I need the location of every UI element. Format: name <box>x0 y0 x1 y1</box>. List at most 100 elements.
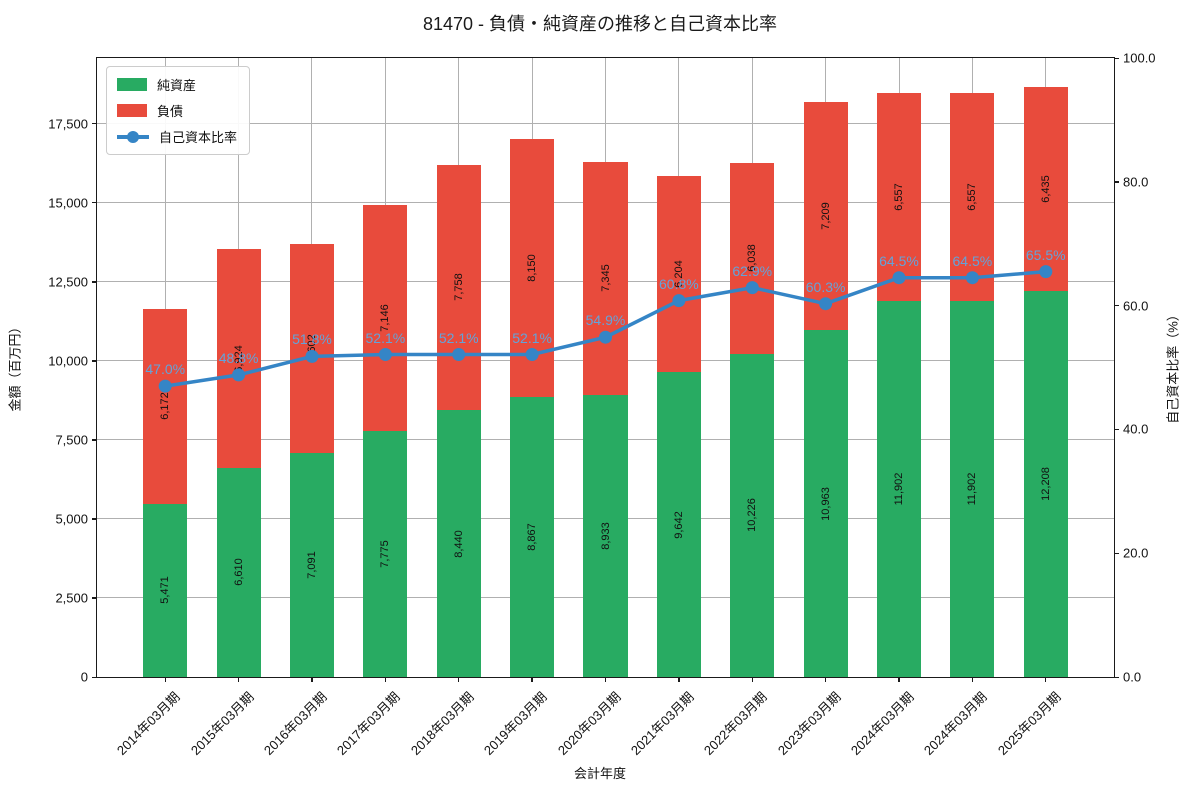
equity-ratio-value-label: 62.9% <box>732 262 773 279</box>
x-axis-tick <box>311 677 313 682</box>
y-tick-label-left: 12,500 <box>48 274 88 290</box>
x-axis-tick <box>751 677 753 682</box>
y-tick-label-right: 0.0 <box>1123 669 1142 685</box>
equity-ratio-value-label: 65.5% <box>1025 246 1066 263</box>
y-tick-label-left: 17,500 <box>48 116 88 132</box>
legend-label-liabilities: 負債 <box>157 104 184 119</box>
x-tick-label: 2023年03月期 <box>774 689 844 758</box>
liabilities-value-label: 8,150 <box>526 253 539 282</box>
bar-liabilities <box>1023 87 1068 291</box>
equity-ratio-line-icon <box>117 130 149 143</box>
bar-net-assets <box>510 396 555 677</box>
bar-net-assets <box>583 394 628 677</box>
x-tick-label: 2022年03月期 <box>701 689 770 758</box>
legend-label-net-assets: 純資産 <box>157 78 197 93</box>
net-assets-value-label: 11,902 <box>966 472 979 506</box>
y-tick-label-left: 15,000 <box>48 195 88 211</box>
y-tick-label-left: 0 <box>80 669 88 685</box>
equity-ratio-value-label: 48.8% <box>218 349 259 366</box>
net-assets-value-label: 8,440 <box>452 529 465 558</box>
net-assets-value-label: 8,933 <box>599 521 612 550</box>
net-assets-value-label: 9,642 <box>672 510 685 539</box>
plot-area: 純資産 負債 自己資本比率 0 2,500 5,000 7,500 10,000 12,5… <box>48 51 1155 758</box>
y-tick-label-left: 5,000 <box>55 511 88 527</box>
x-axis-tick <box>678 677 680 682</box>
left-axis-tick <box>92 439 97 441</box>
x-tick-label: 2018年03月期 <box>407 689 477 758</box>
equity-ratio-value-label: 51.8% <box>292 331 332 348</box>
y-tick-label-left: 10,000 <box>48 353 88 369</box>
bar-liabilities <box>950 93 995 301</box>
y-tick-label-right: 20.0 <box>1123 545 1149 561</box>
equity-ratio-value-label: 60.8% <box>659 275 699 292</box>
net-assets-value-label: 7,775 <box>379 540 392 568</box>
x-tick-label: 2025年03月期 <box>994 689 1064 758</box>
x-tick-label: 2017年03月期 <box>334 689 404 758</box>
equity-ratio-value-label: 47.0% <box>145 361 186 378</box>
bar-net-assets <box>363 431 408 677</box>
y-tick-label-right: 40.0 <box>1123 421 1149 437</box>
right-axis-tick <box>1114 552 1119 554</box>
left-axis-tick <box>92 676 97 678</box>
equity-ratio-value-label: 52.1% <box>512 329 552 346</box>
x-axis-tick <box>898 677 900 682</box>
liabilities-swatch-icon <box>117 104 147 117</box>
x-axis-tick <box>1045 677 1047 682</box>
x-axis-tick <box>824 677 827 682</box>
y-tick-label-right: 60.0 <box>1123 298 1149 314</box>
bar-liabilities <box>876 93 921 301</box>
y-tick-label-right: 80.0 <box>1123 174 1149 190</box>
legend-label-equity-ratio: 自己資本比率 <box>159 130 238 145</box>
legend-item-liabilities: 負債 <box>117 101 237 120</box>
net-assets-value-label: 7,091 <box>305 551 318 579</box>
liabilities-value-label: 7,146 <box>379 304 392 332</box>
left-axis-tick <box>92 360 97 362</box>
equity-ratio-value-label: 60.3% <box>805 278 846 295</box>
legend-item-equity-ratio: 自己資本比率 <box>117 127 237 146</box>
bar-net-assets <box>730 353 775 677</box>
right-axis-tick <box>1114 181 1119 183</box>
liabilities-value-label: 6,435 <box>1039 175 1052 203</box>
x-tick-label: 2024年03月期 <box>921 689 991 758</box>
x-axis-tick <box>237 677 240 682</box>
equity-ratio-value-label: 52.1% <box>438 329 479 346</box>
liabilities-value-label: 7,345 <box>599 264 612 293</box>
left-axis-tick <box>92 123 97 125</box>
legend: 純資産 負債 自己資本比率 <box>106 66 251 155</box>
bar-net-assets <box>216 467 261 677</box>
equity-ratio-value-label: 64.5% <box>879 252 919 269</box>
net-assets-value-label: 10,226 <box>746 498 759 533</box>
chart-title: 81470 - 負債・純資産の推移と自己資本比率 <box>422 14 778 34</box>
bar-net-assets <box>143 503 188 677</box>
bar-net-assets <box>289 452 334 677</box>
x-tick-label: 2019年03月期 <box>480 689 550 758</box>
liabilities-value-label: 7,758 <box>452 273 465 302</box>
liabilities-value-label: 6,557 <box>893 183 905 211</box>
bar-net-assets <box>803 330 848 677</box>
liabilities-value-label: 6,172 <box>159 392 172 421</box>
bar-net-assets <box>656 372 701 677</box>
liabilities-value-label: 6,557 <box>966 183 979 211</box>
x-tick-label: 2020年03月期 <box>554 689 624 758</box>
right-axis-tick <box>1114 305 1119 307</box>
net-assets-value-label: 8,867 <box>526 523 539 551</box>
left-axis-tick <box>92 202 97 204</box>
left-axis-tick <box>92 597 97 599</box>
right-y-axis-label: 自己資本比率（%） <box>1165 308 1181 424</box>
right-axis-tick <box>1114 428 1119 431</box>
bar-net-assets <box>436 410 481 677</box>
equity-ratio-value-label: 52.1% <box>365 329 406 346</box>
net-assets-value-label: 5,471 <box>159 576 172 605</box>
legend-item-net-assets: 純資産 <box>117 75 237 94</box>
net-assets-value-label: 11,902 <box>893 472 905 506</box>
x-tick-label: 2015年03月期 <box>187 689 257 758</box>
x-axis-tick <box>458 677 460 682</box>
x-axis-tick <box>384 677 387 682</box>
equity-ratio-value-label: 64.5% <box>952 252 993 269</box>
right-axis-tick <box>1114 57 1119 59</box>
left-axis-tick <box>92 518 97 520</box>
x-tick-label: 2016年03月期 <box>260 689 330 758</box>
x-tick-label: 2024年03月期 <box>847 689 917 758</box>
equity-ratio-value-label: 54.9% <box>585 312 626 329</box>
